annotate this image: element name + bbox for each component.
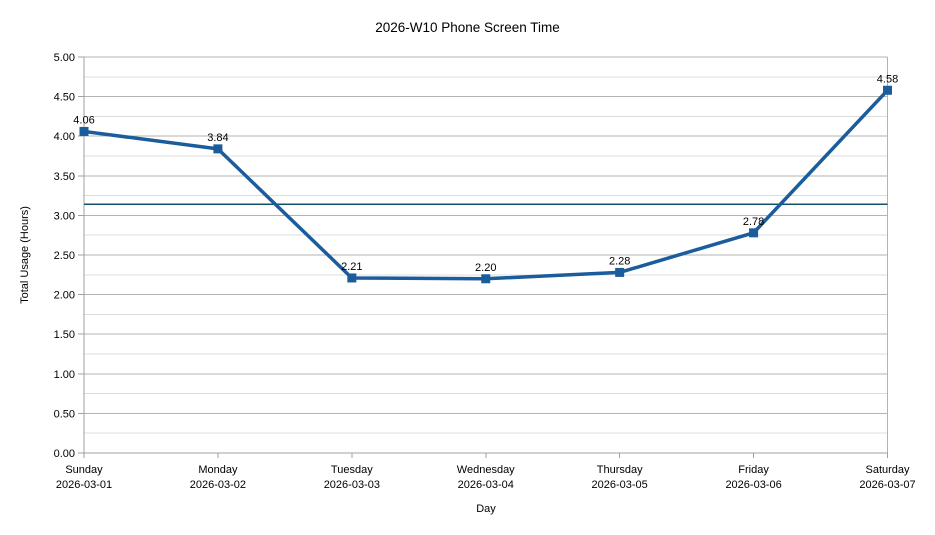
y-tick-label: 0.00 xyxy=(54,448,75,460)
x-category-date-label: 2026-03-01 xyxy=(56,479,112,491)
x-category-date-label: 2026-03-05 xyxy=(592,479,648,491)
x-category-label: Wednesday xyxy=(457,464,515,476)
data-point-marker xyxy=(79,126,89,136)
data-point-label: 2.21 xyxy=(341,261,362,273)
data-point-label: 2.28 xyxy=(609,255,630,267)
y-tick-label: 3.50 xyxy=(54,171,75,183)
data-point-label: 4.58 xyxy=(877,73,898,85)
chart-title: 2026-W10 Phone Screen Time xyxy=(375,20,560,35)
y-tick-label: 1.50 xyxy=(54,329,75,341)
x-category-date-label: 2026-03-04 xyxy=(458,479,514,491)
data-point-marker xyxy=(883,85,892,95)
y-tick-label: 1.00 xyxy=(54,369,75,381)
x-category-label: Saturday xyxy=(865,464,910,476)
y-tick-label: 0.50 xyxy=(54,408,75,420)
x-category-date-label: 2026-03-06 xyxy=(725,479,781,491)
x-category-date-label: 2026-03-03 xyxy=(324,479,380,491)
x-category-date-label: 2026-03-02 xyxy=(190,479,246,491)
y-tick-label: 4.00 xyxy=(54,131,75,143)
x-category-label: Monday xyxy=(198,464,238,476)
y-tick-label: 3.00 xyxy=(54,210,75,222)
data-point-marker xyxy=(481,274,491,284)
data-point-label: 2.78 xyxy=(743,216,764,228)
data-point-marker xyxy=(749,228,759,238)
x-axis-title: Day xyxy=(476,503,496,515)
x-category-label: Friday xyxy=(738,464,769,476)
y-tick-label: 2.50 xyxy=(54,250,75,262)
y-tick-label: 2.00 xyxy=(54,290,75,302)
data-point-label: 3.84 xyxy=(207,132,228,144)
data-point-label: 2.20 xyxy=(475,262,496,274)
series-line xyxy=(82,88,890,281)
y-tick-label: 5.00 xyxy=(54,52,75,64)
data-point-marker xyxy=(213,144,223,154)
data-point-marker xyxy=(615,267,625,277)
x-category-date-label: 2026-03-07 xyxy=(859,479,915,491)
data-point-label: 4.06 xyxy=(73,114,94,126)
x-category-label: Sunday xyxy=(65,464,103,476)
x-category-label: Thursday xyxy=(597,464,643,476)
data-point-marker xyxy=(347,273,357,283)
y-tick-label: 4.50 xyxy=(54,92,75,104)
x-category-label: Tuesday xyxy=(331,464,373,476)
